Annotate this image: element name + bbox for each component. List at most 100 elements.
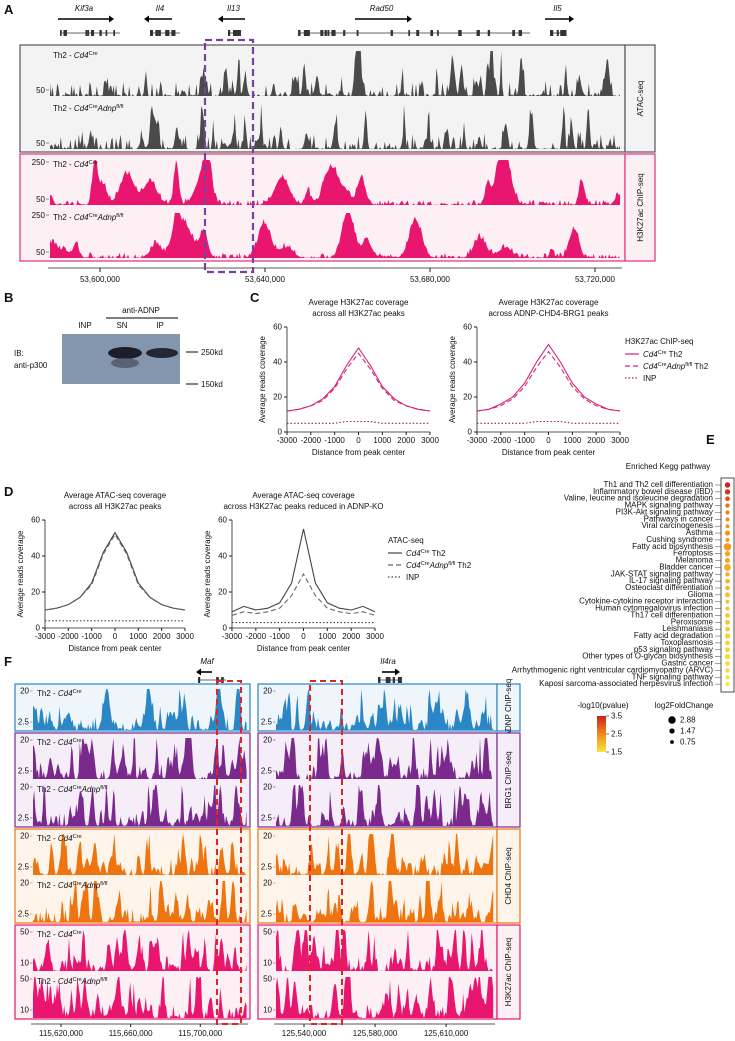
signal-track (33, 977, 247, 1018)
exon (320, 30, 324, 36)
pathway-label: Th17 cell differentiation (630, 610, 713, 619)
group-name: ADNP ChIP-seq (504, 679, 513, 737)
signal-track (276, 738, 494, 779)
y-tick-label: 2.5 (18, 767, 30, 776)
label-part: Cd4 (74, 160, 89, 169)
legend-label: Cd4Cre Th2 (643, 350, 683, 359)
y-tick-label: 20 (31, 588, 40, 597)
x-tick-label: 115,700,000 (178, 1029, 222, 1038)
y-tick-label: 2.5 (261, 718, 273, 727)
pathway-label: IL-17 signaling pathway (629, 576, 713, 585)
signal-track (33, 785, 247, 826)
exon (343, 30, 346, 36)
signal-track (276, 881, 494, 922)
y-tick-label: 20 (263, 832, 272, 841)
gene-name: Il4ra (380, 657, 396, 666)
gene-name: Il4 (156, 4, 165, 13)
exon (416, 30, 420, 36)
y-tick-label: 50 (36, 248, 45, 257)
label-part: fl/fl (100, 785, 107, 791)
pathway-label: Th1 and Th2 cell differentiation (603, 480, 713, 489)
x-tick-label: -1000 (514, 436, 535, 445)
dot (725, 496, 730, 502)
panel-label: E (706, 432, 715, 447)
y-tick-label: 50 (36, 139, 45, 148)
y-axis-label: Average reads coverage (16, 530, 25, 618)
dot (725, 682, 730, 687)
x-tick-label: 1000 (373, 436, 391, 445)
label-part: INP (643, 374, 656, 383)
pathway-label: Gastric cancer (661, 659, 713, 668)
x-tick-label: 2000 (587, 436, 605, 445)
y-tick-label: 10 (20, 959, 29, 968)
sample-label: Th2 - Cd4Cre (37, 689, 82, 698)
exon (556, 30, 559, 36)
y-tick-label: 2.5 (261, 767, 273, 776)
chart-title: Average ATAC-seq coverage (64, 491, 167, 500)
label-part: Th2 - (37, 785, 58, 794)
label-part: Th2 - (37, 881, 58, 890)
label-part: Th2 - (53, 213, 74, 222)
signal-track (33, 738, 247, 779)
group-name: H3K27ac ChIP-seq (504, 938, 513, 1006)
assay-name: ATAC-seq (636, 81, 645, 117)
exon (298, 30, 301, 36)
arrow-head (395, 668, 400, 676)
coverage-line (287, 420, 430, 424)
dot (725, 517, 730, 522)
x-tick-label: 2000 (397, 436, 415, 445)
arrow-head (569, 15, 574, 23)
label-part: Adnp (666, 362, 686, 371)
y-tick-label: 2.5 (261, 910, 273, 919)
legend-label: Cd4Cre Th2 (406, 549, 446, 558)
x-tick-label: -3000 (35, 632, 56, 641)
pathway-label: Melanoma (676, 556, 714, 565)
exon (239, 30, 241, 36)
exon (228, 30, 231, 36)
group-side (496, 924, 521, 1020)
panel-label: A (4, 2, 14, 17)
pathway-label: Asthma (686, 528, 714, 537)
signal-track (50, 160, 620, 205)
pathway-label: Kaposi sarcoma-associated herpesvirus in… (539, 679, 713, 688)
y-tick-label: 20 (463, 393, 472, 402)
y-tick-label: 50 (20, 975, 29, 984)
y-tick-label: 20 (263, 879, 272, 888)
coverage-line (231, 572, 376, 616)
legend-label: INP (406, 573, 419, 582)
pathway-label: Valine, leucine and isoleucine degradati… (564, 494, 713, 503)
pathway-label: Fatty acid degradation (634, 631, 713, 640)
label-part: Adnp (97, 213, 117, 222)
dot (725, 572, 730, 577)
x-tick-label: 125,540,000 (282, 1029, 327, 1038)
sample-label: Th2 - Cd4CreAdnpfl/fl (37, 977, 107, 986)
label-part: Th2 - (37, 977, 58, 986)
pathway-label: MAPK signaling pathway (625, 501, 714, 510)
pathway-label: Glioma (688, 590, 714, 599)
exon (105, 30, 108, 36)
signal-track (33, 881, 247, 922)
x-tick-label: 3000 (611, 436, 629, 445)
y-tick-label: 50 (263, 975, 272, 984)
y-axis-label: Average reads coverage (448, 335, 457, 423)
exon (356, 30, 359, 36)
label-part: Adnp (97, 104, 117, 113)
label-part: fl/fl (448, 561, 455, 567)
x-axis-label: Distance from peak center (312, 448, 406, 457)
pathway-label: TNF signaling pathway (632, 672, 713, 681)
sample-label: Th2 - Cd4CreAdnpfl/fl (53, 213, 123, 222)
group-side (496, 683, 521, 732)
y-tick-label: 40 (273, 358, 282, 367)
label-part: Adnp (81, 977, 101, 986)
lane-label: IP (156, 321, 164, 330)
dot (725, 640, 730, 646)
label-part: Th2 - (37, 930, 58, 939)
dot (724, 530, 731, 536)
y-tick-label: 20 (263, 687, 272, 696)
y-tick-label: 2.5 (18, 814, 30, 823)
exon (165, 30, 169, 36)
label-part: Th2 (455, 561, 471, 570)
label-part: Cre (658, 362, 667, 368)
